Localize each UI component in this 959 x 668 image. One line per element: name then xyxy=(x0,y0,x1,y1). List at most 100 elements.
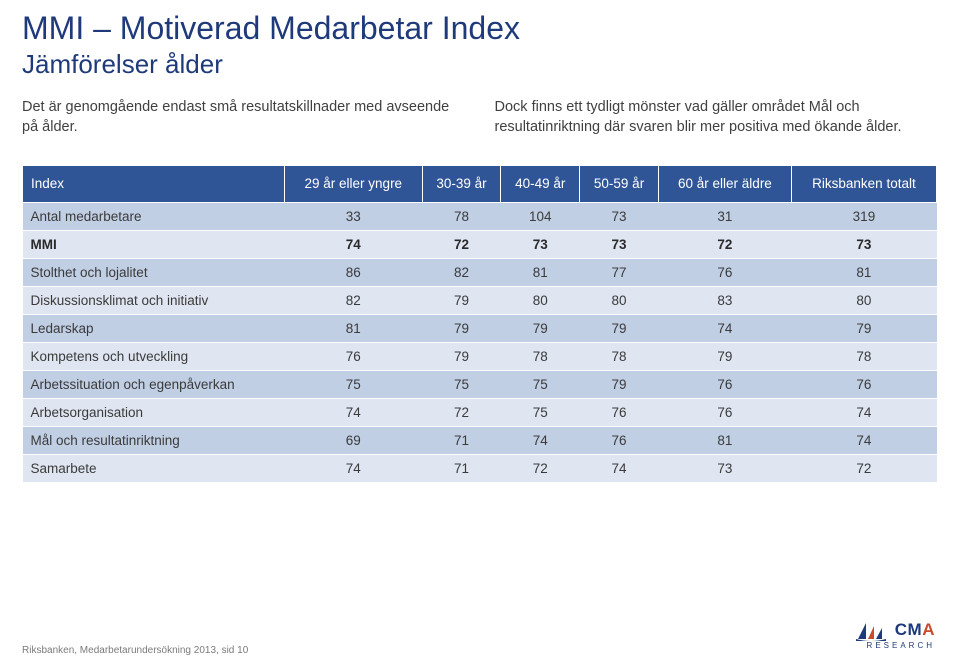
table-cell: 76 xyxy=(285,343,423,371)
table-cell: 74 xyxy=(285,231,423,259)
table-header-col: Riksbanken totalt xyxy=(791,166,936,203)
table-cell: 74 xyxy=(501,427,580,455)
table-cell: 75 xyxy=(422,371,501,399)
table-body: Antal medarbetare33781047331319MMI747273… xyxy=(23,203,937,483)
table-cell: 79 xyxy=(580,315,659,343)
table-cell: 73 xyxy=(580,203,659,231)
table-cell: 78 xyxy=(501,343,580,371)
logo-brand-part2: A xyxy=(922,620,935,639)
table-cell: 79 xyxy=(580,371,659,399)
table-cell: 104 xyxy=(501,203,580,231)
table-cell: 31 xyxy=(658,203,791,231)
table-row: Kompetens och utveckling767978787978 xyxy=(23,343,937,371)
intro-paragraph-right: Dock finns ett tydligt mönster vad gälle… xyxy=(495,98,938,137)
table-cell: 79 xyxy=(422,315,501,343)
table-cell: 73 xyxy=(658,455,791,483)
table-header-col: 29 år eller yngre xyxy=(285,166,423,203)
table-cell: 72 xyxy=(791,455,936,483)
table-cell: 69 xyxy=(285,427,423,455)
logo-brand-part1: CM xyxy=(895,620,922,639)
table-cell: 81 xyxy=(658,427,791,455)
table-cell: 72 xyxy=(658,231,791,259)
table-cell: 81 xyxy=(501,259,580,287)
table-row-label: MMI xyxy=(23,231,285,259)
intro-section: Det är genomgående endast små resultatsk… xyxy=(0,98,959,165)
table-header-col: 60 år eller äldre xyxy=(658,166,791,203)
table-cell: 76 xyxy=(580,427,659,455)
table-row: Arbetsorganisation747275767674 xyxy=(23,399,937,427)
table-cell: 72 xyxy=(422,231,501,259)
table-header-col: 40-49 år xyxy=(501,166,580,203)
cma-research-logo: CMA RESEARCH xyxy=(856,620,935,650)
table-cell: 79 xyxy=(658,343,791,371)
logo-sails-icon xyxy=(856,622,894,639)
table-cell: 71 xyxy=(422,455,501,483)
intro-paragraph-left: Det är genomgående endast små resultatsk… xyxy=(22,98,465,137)
logo-subtext: RESEARCH xyxy=(856,641,935,650)
table-cell: 75 xyxy=(285,371,423,399)
table-cell: 78 xyxy=(580,343,659,371)
page-title: MMI – Motiverad Medarbetar Index xyxy=(0,0,959,49)
table-row-label: Samarbete xyxy=(23,455,285,483)
table-row-label: Diskussionsklimat och initiativ xyxy=(23,287,285,315)
table-header: Index 29 år eller yngre 30-39 år 40-49 å… xyxy=(23,166,937,203)
table-row-label: Arbetsorganisation xyxy=(23,399,285,427)
table-cell: 79 xyxy=(791,315,936,343)
table-cell: 82 xyxy=(422,259,501,287)
table-cell: 79 xyxy=(422,343,501,371)
table-row: Stolthet och lojalitet868281777681 xyxy=(23,259,937,287)
table-cell: 74 xyxy=(658,315,791,343)
table-cell: 73 xyxy=(791,231,936,259)
table-row: Samarbete747172747372 xyxy=(23,455,937,483)
table-row: Arbetssituation och egenpåverkan75757579… xyxy=(23,371,937,399)
table-cell: 33 xyxy=(285,203,423,231)
table-cell: 79 xyxy=(422,287,501,315)
table-row-label: Arbetssituation och egenpåverkan xyxy=(23,371,285,399)
table-cell: 80 xyxy=(791,287,936,315)
table-row-label: Stolthet och lojalitet xyxy=(23,259,285,287)
table-row: Antal medarbetare33781047331319 xyxy=(23,203,937,231)
table-cell: 75 xyxy=(501,399,580,427)
table-cell: 76 xyxy=(580,399,659,427)
table-cell: 71 xyxy=(422,427,501,455)
table-cell: 72 xyxy=(422,399,501,427)
table-cell: 319 xyxy=(791,203,936,231)
table-row: MMI747273737273 xyxy=(23,231,937,259)
table-cell: 73 xyxy=(580,231,659,259)
table-row-label: Mål och resultatinriktning xyxy=(23,427,285,455)
table-row-label: Antal medarbetare xyxy=(23,203,285,231)
table-cell: 86 xyxy=(285,259,423,287)
table-row-label: Kompetens och utveckling xyxy=(23,343,285,371)
table-cell: 80 xyxy=(580,287,659,315)
footer-text: Riksbanken, Medarbetarundersökning 2013,… xyxy=(22,645,248,656)
table-cell: 74 xyxy=(285,455,423,483)
page-subtitle: Jämförelser ålder xyxy=(0,49,959,98)
table-header-col: 30-39 år xyxy=(422,166,501,203)
table-cell: 74 xyxy=(791,427,936,455)
table-cell: 76 xyxy=(658,399,791,427)
table-cell: 82 xyxy=(285,287,423,315)
data-table-container: Index 29 år eller yngre 30-39 år 40-49 å… xyxy=(0,165,959,483)
table-row-label: Ledarskap xyxy=(23,315,285,343)
table-header-col: 50-59 år xyxy=(580,166,659,203)
table-row: Ledarskap817979797479 xyxy=(23,315,937,343)
table-cell: 73 xyxy=(501,231,580,259)
table-cell: 77 xyxy=(580,259,659,287)
table-row: Diskussionsklimat och initiativ8279 80 808… xyxy=(23,287,937,315)
table-header-rowlabel: Index xyxy=(23,166,285,203)
table-cell: 74 xyxy=(580,455,659,483)
table-cell: 74 xyxy=(285,399,423,427)
table-cell: 83 xyxy=(658,287,791,315)
table-cell: 78 xyxy=(791,343,936,371)
table-cell: 79 xyxy=(501,315,580,343)
logo-brand-text: CMA xyxy=(895,620,935,639)
table-cell: 72 xyxy=(501,455,580,483)
table-cell: 76 xyxy=(658,371,791,399)
table-cell: 76 xyxy=(658,259,791,287)
table-row: Mål och resultatinriktning697174768174 xyxy=(23,427,937,455)
table-cell: 76 xyxy=(791,371,936,399)
table-cell: 81 xyxy=(285,315,423,343)
table-cell: 81 xyxy=(791,259,936,287)
table-cell: 78 xyxy=(422,203,501,231)
mmi-comparison-table: Index 29 år eller yngre 30-39 år 40-49 å… xyxy=(22,165,937,483)
